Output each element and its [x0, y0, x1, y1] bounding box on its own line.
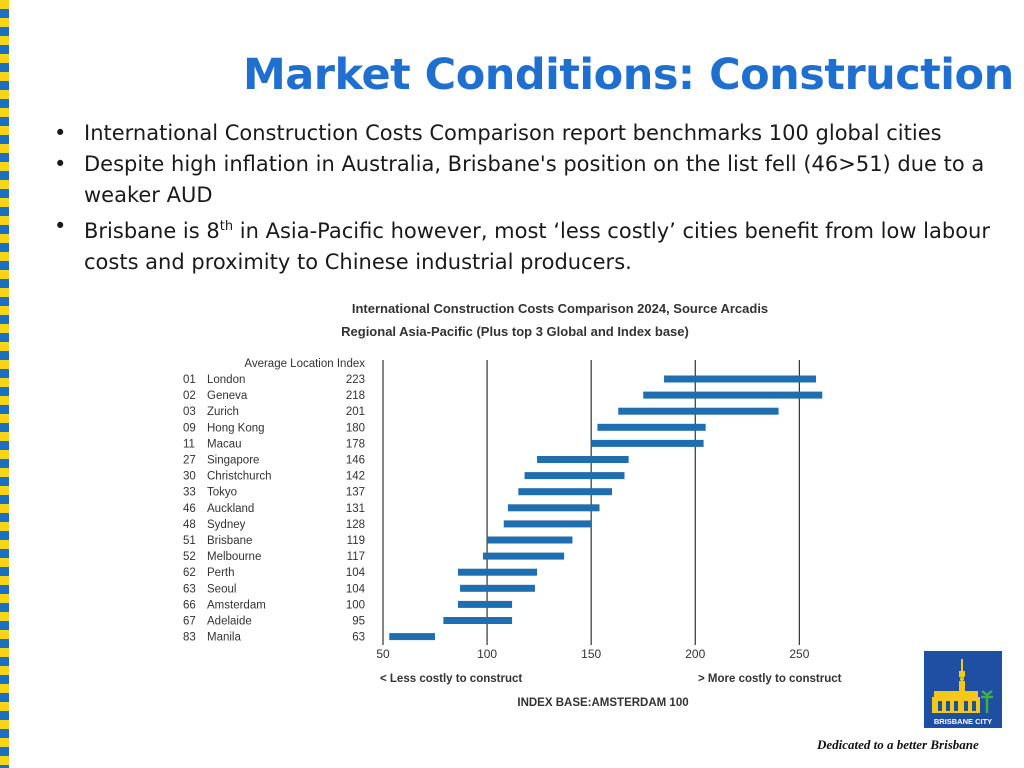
- row-rank: 83: [183, 632, 196, 644]
- row-city: Sydney: [207, 519, 246, 531]
- range-bar: [507, 504, 600, 512]
- row-city: Hong Kong: [207, 422, 265, 434]
- row-rank: 30: [183, 471, 196, 483]
- row-city: Brisbane: [207, 535, 252, 547]
- row-rank: 46: [183, 503, 196, 515]
- row-city: London: [207, 374, 245, 386]
- row-index: 223: [346, 374, 365, 386]
- range-bar: [482, 552, 565, 560]
- row-index: 117: [347, 551, 365, 563]
- row-rank: 02: [183, 390, 196, 402]
- row-rank: 48: [183, 519, 196, 531]
- range-bar: [664, 375, 817, 383]
- row-rank: 63: [183, 583, 196, 595]
- chart-title: International Construction Costs Compari…: [352, 301, 768, 316]
- bullet-text: Despite high inflation in Australia, Bri…: [84, 152, 985, 207]
- bullet-text-pre: Brisbane is 8: [84, 219, 220, 243]
- range-bar: [457, 568, 538, 576]
- range-bar: [457, 600, 513, 608]
- x-tick-label: 250: [789, 647, 809, 661]
- row-rank: 66: [183, 599, 196, 611]
- x-tick-label: 150: [581, 647, 601, 661]
- range-bar: [597, 423, 706, 431]
- row-city: Macau: [207, 438, 242, 450]
- bullet-list: • International Construction Costs Compar…: [50, 118, 990, 278]
- row-index: 218: [346, 390, 365, 402]
- row-rank: 62: [183, 567, 196, 579]
- row-index: 131: [346, 503, 365, 515]
- x-tick-label: 50: [376, 647, 390, 661]
- row-index: 119: [347, 535, 365, 547]
- left-note: < Less costly to construct: [380, 673, 522, 685]
- row-city: Manila: [207, 632, 241, 644]
- right-note: > More costly to construct: [698, 673, 842, 685]
- slide-title: Market Conditions: Construction: [243, 50, 1014, 100]
- bullet-dot: •: [54, 121, 67, 145]
- row-city: Tokyo: [207, 487, 237, 499]
- bullet-superscript: th: [219, 219, 234, 234]
- row-index: 63: [352, 632, 365, 644]
- range-bar: [643, 391, 823, 399]
- x-tick-label: 100: [477, 647, 497, 661]
- row-rank: 27: [183, 455, 196, 467]
- row-index: 95: [352, 616, 365, 628]
- row-index: 104: [346, 567, 366, 579]
- row-city: Geneva: [207, 390, 248, 402]
- row-index: 146: [346, 455, 365, 467]
- bullet-text-post: in Asia-Pacific however, most ‘less cost…: [84, 219, 990, 274]
- row-index: 178: [346, 438, 365, 450]
- logo-text: BRISBANE CITY: [934, 717, 992, 726]
- range-bar: [460, 584, 535, 592]
- chart-subtitle: Regional Asia-Pacific (Plus top 3 Global…: [341, 324, 689, 339]
- range-bar: [443, 617, 513, 624]
- row-rank: 67: [183, 616, 196, 628]
- range-bar: [503, 520, 592, 528]
- row-city: Christchurch: [207, 471, 272, 483]
- range-bar: [537, 456, 629, 463]
- row-city: Auckland: [207, 503, 254, 515]
- range-bar: [487, 536, 573, 544]
- brisbane-city-logo: BRISBANE CITY: [924, 651, 1002, 728]
- row-rank: 33: [183, 487, 196, 499]
- row-index: 201: [346, 406, 365, 418]
- row-index: 137: [346, 487, 365, 499]
- range-bar: [618, 407, 779, 415]
- range-bar: [389, 633, 436, 641]
- row-rank: 51: [183, 535, 196, 547]
- row-rank: 09: [183, 422, 196, 434]
- row-city: Perth: [207, 567, 235, 579]
- row-index: 100: [346, 599, 365, 611]
- row-city: Zurich: [207, 406, 239, 418]
- decorative-stripe: [0, 0, 9, 768]
- row-index: 128: [346, 519, 365, 531]
- row-city: Amsterdam: [207, 599, 266, 611]
- row-rank: 01: [183, 374, 196, 386]
- row-rank: 03: [183, 406, 196, 418]
- row-city: Singapore: [207, 455, 259, 467]
- row-index: 104: [346, 583, 366, 595]
- bullet-text: International Construction Costs Compari…: [84, 121, 942, 145]
- bullet-item: • International Construction Costs Compar…: [50, 118, 990, 149]
- bullet-item: • Brisbane is 8th in Asia-Pacific however…: [50, 211, 990, 278]
- index-base-note: INDEX BASE:AMSTERDAM 100: [517, 697, 688, 709]
- row-index: 180: [346, 422, 365, 434]
- range-bar: [591, 439, 704, 447]
- range-bar: [518, 488, 612, 496]
- row-city: Seoul: [207, 583, 236, 595]
- cost-comparison-chart: International Construction Costs Compari…: [175, 290, 865, 720]
- range-bar: [524, 472, 625, 480]
- row-index: 142: [346, 471, 365, 483]
- bullet-dot: •: [54, 152, 67, 176]
- bullet-item: • Despite high inflation in Australia, Br…: [50, 149, 990, 211]
- bullet-dot: •: [54, 214, 67, 238]
- chart-svg: International Construction Costs Compari…: [183, 301, 842, 709]
- row-city: Adelaide: [207, 616, 252, 628]
- city-hall-icon: BRISBANE CITY: [924, 651, 1002, 728]
- row-rank: 52: [183, 551, 196, 563]
- index-header: Average Location Index: [244, 358, 365, 370]
- row-rank: 11: [183, 438, 195, 450]
- row-city: Melbourne: [207, 551, 261, 563]
- tagline: Dedicated to a better Brisbane: [817, 737, 979, 752]
- x-tick-label: 200: [685, 647, 705, 661]
